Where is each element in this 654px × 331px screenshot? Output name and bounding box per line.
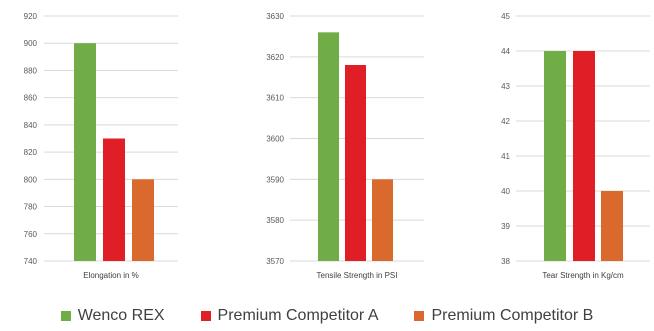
y-tick-label: 740 <box>24 257 38 266</box>
bar-premium-competitor-a <box>573 51 595 261</box>
legend-item-wenco-rex: Wenco REX <box>60 306 165 325</box>
y-tick-label: 3610 <box>266 94 284 103</box>
legend-item-premium-competitor-a: Premium Competitor A <box>200 306 379 325</box>
bar-premium-competitor-b <box>372 179 393 261</box>
x-axis-label: Tensile Strength in PSI <box>317 271 398 280</box>
chart-panels: 740 760 780 800 820 840 860 880 900 920 Elongation… <box>24 12 650 280</box>
y-tick-label: 860 <box>24 94 38 103</box>
y-tick-label: 3580 <box>266 216 284 225</box>
bar-premium-competitor-b <box>132 179 154 261</box>
y-tick-label: 38 <box>501 257 510 266</box>
y-tick-label: 40 <box>501 187 510 196</box>
legend-label-premium-competitor-b: Premium Competitor B <box>431 306 594 324</box>
y-tick-label: 44 <box>501 47 510 56</box>
bar-premium-competitor-b <box>601 191 623 261</box>
y-tick-label: 920 <box>24 12 38 21</box>
chart-tensile-strength-in-psi: 3570 3580 3590 3600 3610 3620 3630 Tensile Stre… <box>266 12 424 280</box>
legend-swatch-wenco-rex <box>60 310 71 321</box>
bar-wenco-rex <box>318 32 339 262</box>
y-tick-label: 880 <box>24 66 38 75</box>
y-tick-label: 780 <box>24 203 38 212</box>
bar-wenco-rex <box>544 51 566 261</box>
y-tick-label: 3600 <box>266 135 284 144</box>
y-tick-label: 42 <box>501 117 510 126</box>
y-tick-label: 45 <box>501 12 510 21</box>
bar-premium-competitor-a <box>345 65 366 261</box>
legend-swatch-premium-competitor-a <box>200 310 211 321</box>
x-axis-label: Tear Strength in Kg/cm <box>542 271 624 280</box>
y-tick-label: 900 <box>24 39 38 48</box>
legend-swatch-premium-competitor-b <box>414 310 425 321</box>
chart-elongation-in: 740 760 780 800 820 840 860 880 900 920 Elongation… <box>24 12 178 280</box>
y-tick-label: 840 <box>24 121 38 130</box>
bar-wenco-rex <box>74 43 96 261</box>
y-tick-label: 3630 <box>266 12 284 21</box>
y-tick-label: 820 <box>24 148 38 157</box>
y-tick-label: 3570 <box>266 257 284 266</box>
y-tick-label: 800 <box>24 175 38 184</box>
chart-tear-strength-in-kg-cm: 38 39 40 41 42 43 44 45 Tear Strength in Kg/cm <box>501 12 650 280</box>
y-tick-label: 41 <box>501 152 510 161</box>
legend: Wenco REX Premium Competitor A Premium C… <box>0 300 654 331</box>
legend-label-premium-competitor-a: Premium Competitor A <box>217 306 379 324</box>
y-tick-label: 39 <box>501 222 510 231</box>
y-tick-label: 3620 <box>266 53 284 62</box>
legend-label-wenco-rex: Wenco REX <box>77 306 165 324</box>
y-tick-label: 760 <box>24 230 38 239</box>
bar-premium-competitor-a <box>103 138 125 261</box>
y-tick-label: 43 <box>501 82 510 91</box>
x-axis-label: Elongation in % <box>83 271 139 280</box>
legend-item-premium-competitor-b: Premium Competitor B <box>414 307 593 325</box>
y-tick-label: 3590 <box>266 175 284 184</box>
